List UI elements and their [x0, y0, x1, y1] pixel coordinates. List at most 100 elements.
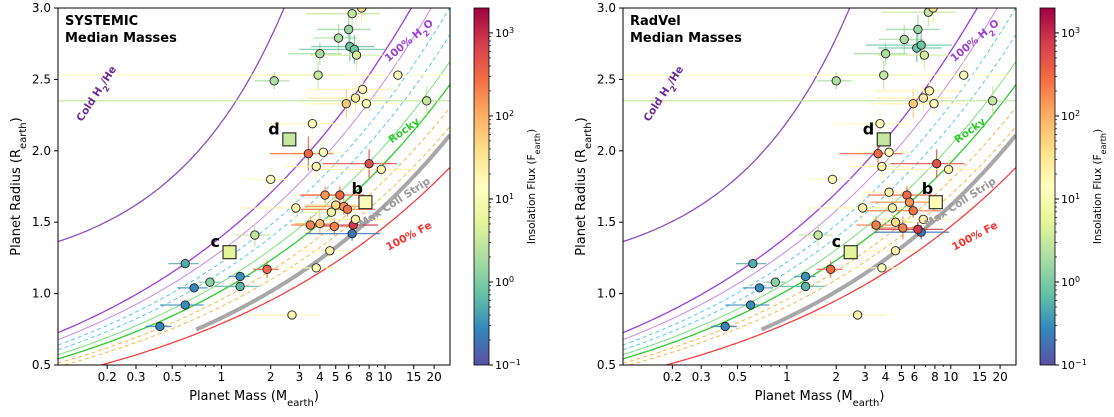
- axes-frame: [57, 7, 451, 366]
- x-tick-label: 2: [832, 370, 840, 384]
- data-point: [376, 164, 386, 175]
- x-tick-label: 20: [427, 370, 442, 384]
- data-point: [890, 217, 901, 227]
- y-axis-label: Planet Radius (Rearth): [574, 117, 594, 255]
- data-point: [329, 221, 339, 232]
- x-tick-label: 4: [316, 370, 324, 384]
- curve-100-water: [58, 8, 413, 334]
- y-tick-label: 1.0: [32, 287, 51, 301]
- data-point: [919, 50, 930, 60]
- data-point: [364, 159, 374, 169]
- x-tick-label: 4: [882, 370, 890, 384]
- data-point: [313, 70, 323, 80]
- data-point: [890, 246, 901, 256]
- curve-max-coll-strip: [760, 133, 1016, 332]
- x-tick-label: 3: [296, 370, 304, 384]
- data-point: [826, 264, 836, 274]
- data-point: [908, 206, 918, 216]
- x-tick-label: 5: [332, 370, 340, 384]
- curve-orange-b: [627, 126, 1016, 365]
- data-point: [873, 149, 883, 159]
- x-axis-label: Planet Mass (Mearth): [189, 389, 319, 409]
- data-point: [877, 263, 887, 273]
- x-tick-label: 0.2: [98, 370, 117, 384]
- data-point: [266, 174, 276, 185]
- curve-rocky: [58, 84, 450, 360]
- colorbar-systemic: 10−1 100 101 102 103 Insolation Flux (Fearth): [473, 7, 542, 373]
- data-point: [347, 9, 357, 19]
- planet-marker-c: [843, 245, 858, 260]
- curve-orange-a: [58, 107, 450, 364]
- x-tick-label: 20: [992, 370, 1007, 384]
- data-point: [754, 283, 765, 293]
- x-tick-label: 0.5: [163, 370, 182, 384]
- data-point: [307, 119, 318, 129]
- planet-marker-b: [928, 195, 943, 210]
- data-point: [913, 24, 923, 35]
- planet-label-d: d: [863, 119, 874, 138]
- data-point: [904, 197, 915, 207]
- curve-100-iron: [664, 166, 1016, 365]
- data-point: [928, 8, 938, 13]
- data-point: [326, 207, 336, 217]
- data-point: [875, 119, 885, 129]
- data-point: [325, 246, 335, 256]
- curve-orange-a: [623, 107, 1016, 364]
- x-tick-label: 0.3: [126, 370, 145, 384]
- colorbar-tick-label: 10−1: [495, 358, 521, 373]
- plot-content: [623, 8, 1016, 365]
- data-point: [250, 230, 260, 240]
- planet-marker-c: [222, 245, 237, 260]
- data-point: [262, 264, 272, 274]
- data-point: [350, 93, 361, 103]
- colorbar-gradient: [473, 7, 490, 366]
- planet-label-c: c: [832, 232, 841, 251]
- x-tick-label: 1: [218, 370, 226, 384]
- x-tick-label: 2: [267, 370, 275, 384]
- x-tick-label: 6: [345, 370, 353, 384]
- data-point: [813, 230, 823, 240]
- x-tick-label: 10: [377, 370, 392, 384]
- data-point: [393, 70, 403, 80]
- colorbar-tick-label: 103: [495, 25, 514, 40]
- data-point: [827, 174, 838, 185]
- plot-area: [623, 8, 1016, 365]
- y-tick-label: 3.0: [32, 1, 51, 15]
- data-point: [320, 190, 330, 200]
- data-point: [422, 96, 432, 106]
- data-point: [959, 70, 969, 80]
- curve-green-a: [58, 61, 450, 356]
- x-tick-label: 1: [783, 370, 791, 384]
- panel-title-line1: SYSTEMIC: [65, 14, 138, 29]
- data-point: [831, 76, 841, 86]
- data-point: [770, 277, 780, 287]
- x-tick-label: 8: [365, 370, 373, 384]
- x-tick-label: 0.2: [663, 370, 682, 384]
- data-point: [331, 200, 341, 210]
- curve-cyan-b: [623, 34, 1016, 351]
- y-tick-label: 1.5: [32, 215, 51, 229]
- data-point: [913, 224, 923, 234]
- data-point: [189, 283, 199, 293]
- curve-cold-h2he: [58, 8, 285, 243]
- data-point: [884, 187, 894, 197]
- y-tick-label: 2.5: [597, 72, 616, 86]
- x-axis-label: Planet Mass (Mearth): [755, 389, 885, 409]
- x-tick-label: 5: [898, 370, 906, 384]
- data-point: [871, 220, 881, 230]
- curve-max-coll-strip: [195, 133, 450, 332]
- data-point: [987, 96, 998, 106]
- data-point: [361, 99, 372, 109]
- x-tick-label: 3: [861, 370, 869, 384]
- colorbar-tick-label: 101: [495, 191, 514, 206]
- curve-green-a: [623, 61, 1016, 356]
- y-tick-label: 2.5: [32, 72, 51, 86]
- data-point: [357, 84, 368, 95]
- colorbar-label: Insolation Flux (Fearth): [526, 129, 542, 244]
- curve-50-water: [623, 8, 998, 341]
- data-point: [311, 161, 321, 172]
- data-point: [235, 281, 245, 292]
- data-point: [351, 50, 362, 60]
- data-point: [269, 76, 279, 86]
